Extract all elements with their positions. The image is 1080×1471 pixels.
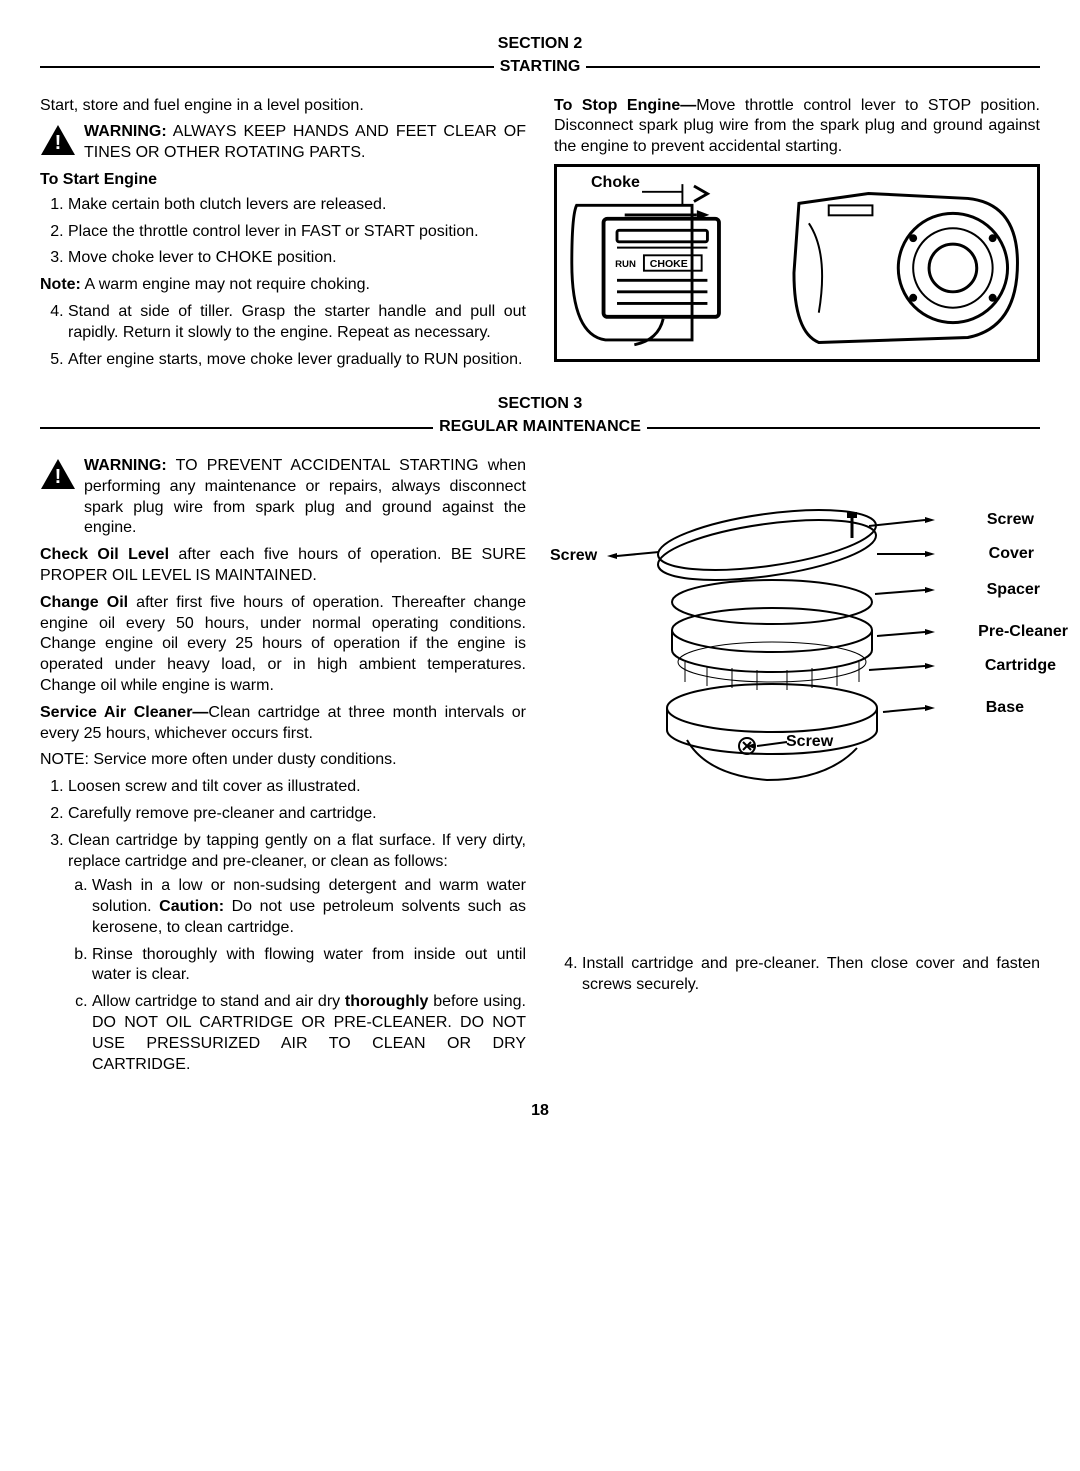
- warning-label: WARNING:: [84, 123, 167, 140]
- warning-block-2: ! WARNING: TO PREVENT ACCIDENTAL STARTIN…: [40, 456, 526, 539]
- section-3-rule: REGULAR MAINTENANCE: [40, 417, 1040, 438]
- label-screw-bottom: Screw: [786, 732, 833, 753]
- warning-block-1: ! WARNING: ALWAYS KEEP HANDS AND FEET CL…: [40, 122, 526, 164]
- list-item: Move choke lever to CHOKE position.: [68, 248, 526, 269]
- choke-figure: Choke RUN: [554, 164, 1040, 362]
- list-item: Allow cartridge to stand and air dry tho…: [92, 992, 526, 1075]
- intro-text: Start, store and fuel engine in a level …: [40, 96, 526, 117]
- air-step-4: Install cartridge and pre-cleaner. Then …: [554, 954, 1040, 996]
- label-cartridge: Cartridge: [985, 656, 1056, 677]
- svg-text:CHOKE: CHOKE: [650, 258, 688, 270]
- start-engine-heading: To Start Engine: [40, 170, 526, 191]
- section-2-number: SECTION 2: [40, 34, 1040, 55]
- list-item: Wash in a low or non-sudsing detergent a…: [92, 876, 526, 938]
- list-item: Carefully remove pre-cleaner and cartrid…: [68, 804, 526, 825]
- list-item: Clean cartridge by tapping gently on a f…: [68, 831, 526, 1076]
- label-screw-left: Screw: [550, 546, 597, 567]
- svg-text:!: !: [55, 466, 62, 488]
- label-spacer: Spacer: [987, 580, 1040, 601]
- list-item: Loosen screw and tilt cover as illustrat…: [68, 777, 526, 798]
- list-item: Stand at side of tiller. Grasp the start…: [68, 302, 526, 344]
- warning-icon: !: [40, 458, 76, 490]
- service-air-para: Service Air Cleaner—Clean cartridge at t…: [40, 703, 526, 745]
- air-cleaner-figure: Screw Cover Spacer Pre-Cleaner Cartridge…: [554, 490, 1040, 790]
- section-2-title: STARTING: [494, 57, 587, 78]
- warning-icon: !: [40, 124, 76, 156]
- start-steps-list-cont: Stand at side of tiller. Grasp the start…: [40, 302, 526, 370]
- stop-engine-para: To Stop Engine—Move throttle control lev…: [554, 96, 1040, 158]
- note2: NOTE: Service more often under dusty con…: [40, 750, 526, 771]
- list-item: Make certain both clutch levers are rele…: [68, 195, 526, 216]
- section-3-number: SECTION 3: [40, 394, 1040, 415]
- check-oil-para: Check Oil Level after each five hours of…: [40, 545, 526, 587]
- label-precleaner: Pre-Cleaner: [978, 622, 1068, 643]
- list-item: After engine starts, move choke lever gr…: [68, 350, 526, 371]
- svg-text:RUN: RUN: [615, 259, 636, 270]
- svg-text:!: !: [55, 132, 62, 154]
- label-base: Base: [986, 698, 1024, 719]
- list-item: Install cartridge and pre-cleaner. Then …: [582, 954, 1040, 996]
- page-number: 18: [40, 1101, 1040, 1122]
- list-item: Rinse thoroughly with flowing water from…: [92, 945, 526, 987]
- label-screw: Screw: [987, 510, 1034, 531]
- note-line: Note: A warm engine may not require chok…: [40, 275, 526, 296]
- label-cover: Cover: [989, 544, 1034, 565]
- start-steps-list: Make certain both clutch levers are rele…: [40, 195, 526, 269]
- air-steps-list: Loosen screw and tilt cover as illustrat…: [40, 777, 526, 1075]
- change-oil-para: Change Oil after first five hours of ope…: [40, 593, 526, 697]
- section-2-rule: STARTING: [40, 57, 1040, 78]
- list-item: Place the throttle control lever in FAST…: [68, 222, 526, 243]
- section-3-title: REGULAR MAINTENANCE: [433, 417, 647, 438]
